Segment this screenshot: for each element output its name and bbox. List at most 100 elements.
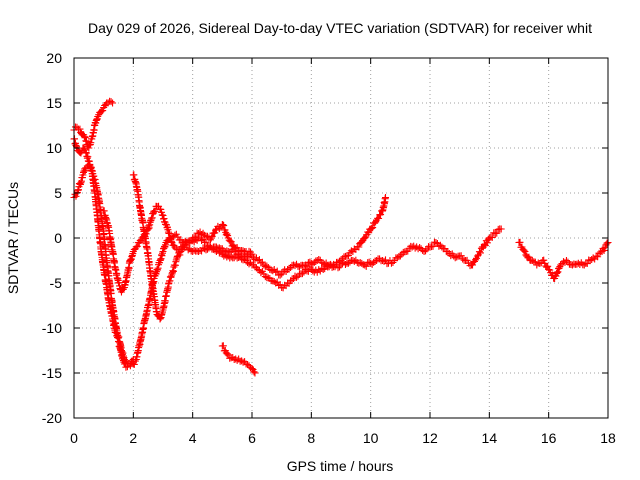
data-point-interp [350,257,358,265]
data-point-interp [86,162,94,170]
data-point-interp [241,255,249,263]
data-point-interp [540,256,548,264]
data-point-interp [176,251,184,259]
data-point-interp [190,246,198,254]
y-tick-label: -20 [42,410,62,426]
data-point-interp [493,229,501,237]
data-point-interp [459,255,467,263]
x-tick-label: 0 [70,430,78,446]
data-point-interp [208,244,216,252]
data-point-interp [79,168,87,176]
data-point-interp [483,239,491,247]
x-tick-label: 8 [307,430,315,446]
data-point-interp [544,262,552,270]
data-point-interp [375,214,383,222]
y-axis-label: SDTVAR / TECUs [5,182,21,294]
data-point-interp [583,260,591,268]
data-point-interp [520,246,528,254]
data-point-interp [365,229,373,237]
y-tick-label: -15 [42,365,62,381]
data-point [367,259,375,267]
data-point-interp [441,245,449,253]
data-point-interp [215,244,223,252]
data-point-interp [215,225,223,233]
data-point-interp [226,237,234,245]
data-point [254,266,262,273]
data-point-interp [119,285,127,293]
data-point-interp [429,242,437,250]
data-point [485,234,493,242]
data-point-interp [273,267,281,275]
data-point-interp [603,239,611,247]
data-point-interp [270,278,278,286]
data-point-interp [250,368,258,376]
data-point-interp [480,240,488,248]
data-point-interp [207,234,215,242]
data-point-interp [528,256,536,264]
tick-labels: 0 2 4 6 8 10 12 14 16 18 -20 -15 -10 -5 0 5 10 15 20 [42,50,616,446]
data-point [382,194,389,201]
chart-title: Day 029 of 2026, Sidereal Day-to-day VTE… [88,20,592,36]
data-point-interp [235,250,243,258]
data-point-interp [288,276,296,284]
data-point [396,252,404,260]
series-arc-e [129,171,505,323]
data-point-interp [476,249,484,257]
data-point [580,261,588,269]
data-point [206,236,214,244]
series-arc-f [218,342,259,377]
y-tick-label: 15 [46,95,62,111]
data-point-interp [226,354,234,362]
data-point-interp [358,259,366,267]
data-point-interp [261,273,269,281]
data-point-interp [239,256,247,264]
data-point-interp [219,221,227,229]
x-tick-label: 10 [363,430,379,446]
data-point-interp [600,246,608,254]
data-point-interp [300,262,308,270]
data-point-interp [555,264,563,272]
data-point-interp [80,144,88,152]
data-point-interp [369,224,377,232]
data-point-interp [435,242,443,250]
data-point [319,266,327,273]
data-point-interp [212,226,220,234]
data-point-interp [315,256,323,264]
data-point-interp [346,258,354,266]
data-point [473,252,481,260]
data-point-interp [341,261,349,269]
y-tick-label: 0 [54,230,62,246]
data-point-interp [181,243,189,251]
data-point-interp [223,247,231,255]
x-tick-label: 12 [422,430,438,446]
data-point-interp [99,107,107,115]
data-point-interp [198,231,206,239]
data-point-interp [81,133,89,141]
data-point-interp [223,350,231,358]
axis-ticks [73,57,609,419]
data-point-interp [488,233,496,241]
x-tick-label: 16 [541,430,557,446]
data-point-interp [293,273,300,281]
data-point [236,252,244,260]
data-point-interp [219,342,227,350]
data-point-interp [553,269,561,277]
data-point [521,248,529,255]
data-point [307,259,315,267]
data-point-interp [328,262,336,270]
data-point [201,231,209,239]
data-point-interp [276,271,284,279]
data-point-interp [80,133,88,141]
data-point-interp [245,260,253,268]
x-axis-label: GPS time / hours [287,458,394,474]
data-point-interp [553,269,561,277]
data-point-interp [362,262,370,270]
data-point-interp [382,256,389,264]
data-point-interp [208,233,216,241]
data-point-interp [322,262,330,270]
data-point-interp [291,262,299,270]
x-tick-label: 18 [600,430,616,446]
data-point-interp [377,211,385,219]
data-point-interp [554,268,562,276]
